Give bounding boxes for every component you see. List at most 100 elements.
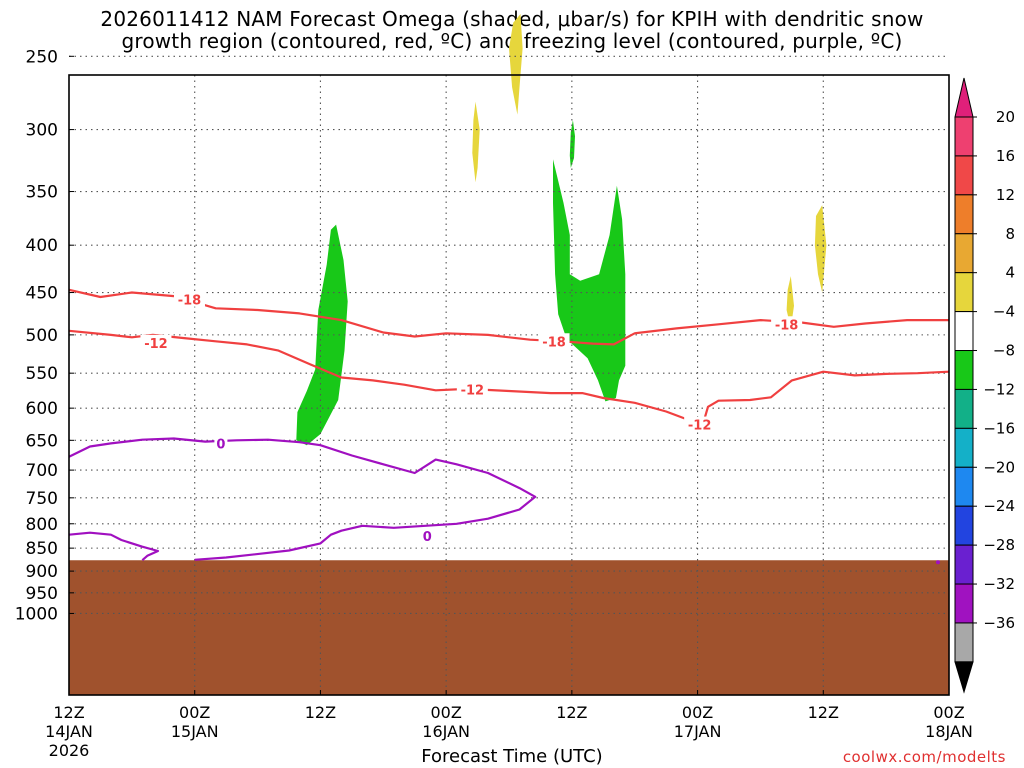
colorbar-label-11: −28: [983, 536, 1015, 554]
colorbar: 20 16 12 8 4 −4 −8 −12 −16 −20 −24 −28 −32 −36: [954, 77, 1015, 694]
omega-region-4: [472, 101, 480, 183]
x-tick-label-0-0: 12Z: [53, 703, 84, 722]
x-tick-label-48-0: 12Z: [556, 703, 587, 722]
y-tick-label-950: 950: [26, 584, 58, 604]
colorbar-band-4: [954, 272, 974, 313]
x-tick-label-36-1: 16JAN: [422, 722, 470, 741]
contour-label-bg-0: [173, 291, 205, 307]
omega-region-2: [569, 120, 575, 168]
colorbar-label-13: −36: [983, 614, 1015, 632]
colorbar-label-10: −24: [983, 497, 1015, 515]
y-tick-label-550: 550: [26, 364, 58, 384]
colorbar-bottom-arrow: [954, 661, 974, 694]
contour-0-2: [68, 437, 537, 561]
colorbar-band-3: [954, 233, 974, 274]
y-tick-label-500: 500: [26, 326, 58, 346]
chart-title-line-1: 2026011412 NAM Forecast Omega (shaded, μ…: [100, 7, 924, 31]
colorbar-band-10: [954, 505, 974, 546]
colorbar-top-arrow: [954, 77, 974, 118]
colorbar-label-5: −4: [993, 303, 1015, 321]
x-tick-label-12-0: 00Z: [179, 703, 210, 722]
contour-label-bg-7: [420, 528, 434, 544]
contour-label-bg-6: [214, 435, 228, 451]
terrain-fill: [69, 560, 949, 695]
x-tick-label-0-2: 2026: [49, 741, 90, 760]
contour-label-7: 0: [423, 530, 432, 545]
contour-label-5: -18: [775, 318, 799, 333]
colorbar-label-8: −16: [983, 419, 1015, 437]
contour-label-bg-1: [140, 334, 172, 350]
y-tick-label-350: 350: [26, 183, 58, 203]
terrain-marker: [936, 560, 940, 565]
colorbar-band-2: [954, 194, 974, 235]
contour--12-1: [68, 329, 950, 426]
contour-lines: [68, 288, 950, 562]
y-tick-label-1000: 1000: [15, 604, 58, 624]
source-credit: coolwx.com/modelts: [842, 748, 1006, 766]
y-tick-label-850: 850: [26, 539, 58, 559]
colorbar-label-9: −20: [983, 458, 1015, 476]
terrain-layer: [69, 560, 949, 695]
x-tick-label-60-0: 00Z: [682, 703, 713, 722]
contour-label-bg-4: [684, 416, 716, 432]
x-tick-label-24-0: 12Z: [305, 703, 336, 722]
y-tick-label-300: 300: [26, 121, 58, 141]
contour-label-bg-2: [538, 333, 570, 349]
y-tick-label-650: 650: [26, 431, 58, 451]
omega-region-6: [786, 276, 794, 329]
x-tick-label-84-1: 18JAN: [925, 722, 973, 741]
omega-region-3: [509, 14, 523, 115]
y-tick-label-450: 450: [26, 284, 58, 304]
x-tick-label-12-1: 15JAN: [171, 722, 219, 741]
contour-label-4: -12: [688, 419, 712, 434]
colorbar-band-6: [954, 350, 974, 390]
grid-lines: [69, 55, 949, 695]
colorbar-band-13: [954, 622, 974, 663]
colorbar-band-9: [954, 466, 974, 507]
x-tick-label-84-0: 00Z: [933, 703, 964, 722]
colorbar-band-0: [954, 116, 974, 157]
contour-labels: -18 -12 -18 -12 -12 -18 0 0: [140, 291, 803, 545]
contour-label-3: -12: [461, 384, 485, 399]
colorbar-label-2: 12: [996, 186, 1015, 204]
colorbar-label-7: −12: [983, 380, 1015, 398]
colorbar-label-0: 20: [996, 108, 1015, 126]
contour-label-1: -12: [144, 337, 168, 352]
omega-region-1: [553, 159, 626, 402]
contour-label-0: -18: [178, 294, 202, 309]
y-tick-label-400: 400: [26, 236, 58, 256]
contour-label-bg-3: [456, 381, 488, 397]
contour-label-bg-5: [771, 316, 803, 332]
colorbar-label-1: 16: [996, 147, 1015, 165]
contour-label-2: -18: [542, 335, 566, 350]
colorbar-band-1: [954, 155, 974, 196]
omega-region-5: [814, 205, 827, 293]
colorbar-label-6: −8: [993, 342, 1015, 360]
y-tick-label-750: 750: [26, 489, 58, 509]
colorbar-band-5: [954, 311, 974, 352]
y-tick-label-250: 250: [26, 47, 58, 67]
omega-shading-layer: [296, 14, 827, 446]
colorbar-label-12: −32: [983, 575, 1015, 593]
pressure-axis: 250 300 350 400 450 500 550 600 650 700 750 800 850 9…: [15, 47, 74, 624]
x-tick-label-60-1: 17JAN: [674, 722, 722, 741]
colorbar-band-8: [954, 427, 974, 468]
colorbar-label-4: 4: [1005, 264, 1015, 282]
contour-label-6: 0: [216, 437, 225, 452]
y-tick-label-600: 600: [26, 399, 58, 419]
plot-frame: [68, 74, 950, 696]
x-tick-label-36-0: 00Z: [430, 703, 461, 722]
y-tick-label-900: 900: [26, 562, 58, 582]
x-tick-label-0-1: 14JAN: [45, 722, 93, 741]
x-axis-label: Forecast Time (UTC): [421, 746, 603, 767]
contour--18-0: [68, 288, 949, 346]
y-tick-label-800: 800: [26, 515, 58, 535]
colorbar-label-3: 8: [1005, 225, 1015, 243]
x-tick-label-72-0: 12Z: [808, 703, 839, 722]
y-tick-label-700: 700: [26, 461, 58, 481]
contour-0-3: [68, 531, 160, 562]
colorbar-band-7: [954, 388, 974, 429]
colorbar-band-12: [954, 583, 974, 624]
